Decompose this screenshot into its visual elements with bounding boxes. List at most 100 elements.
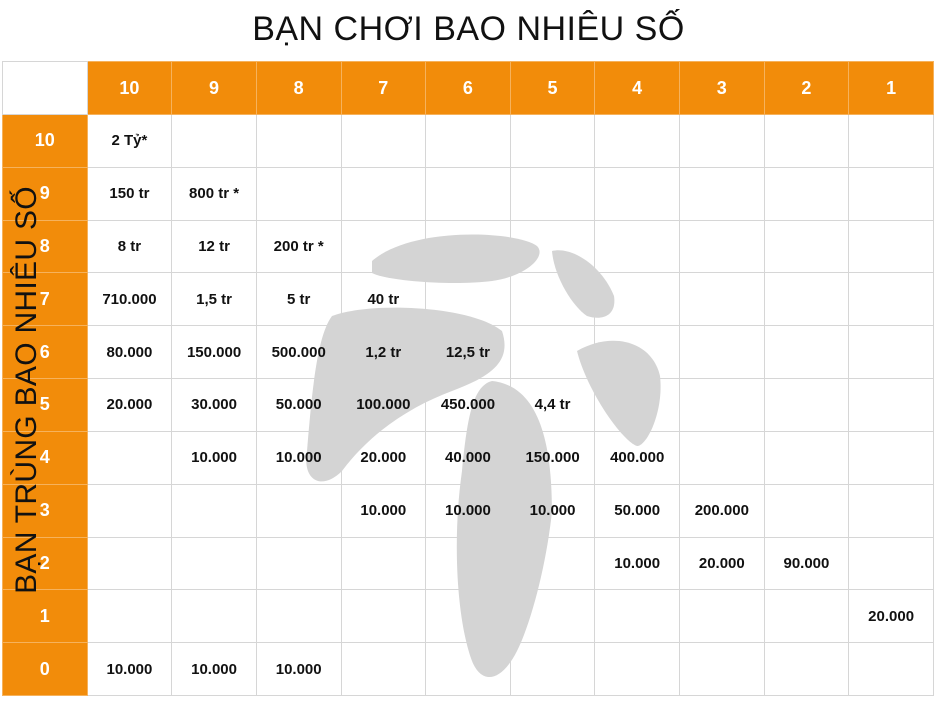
column-header: 7 [340, 61, 427, 115]
prize-cell [679, 114, 765, 168]
prize-cell: 10.000 [340, 483, 427, 538]
prize-cell [509, 166, 596, 221]
prize-cell [763, 166, 850, 221]
prize-cell [594, 589, 680, 644]
prize-cell: 10.000 [86, 642, 173, 696]
row-header: 7 [2, 272, 88, 327]
prize-cell [340, 166, 427, 221]
row-header: 2 [2, 536, 88, 591]
prize-cell: 10.000 [509, 483, 596, 538]
prize-cell [679, 642, 765, 696]
prize-cell [848, 219, 934, 274]
prize-cell: 12 tr [171, 219, 257, 274]
prize-cell: 1,5 tr [171, 272, 257, 327]
prize-cell: 800 tr * [171, 166, 257, 221]
prize-cell [509, 536, 596, 591]
prize-cell [255, 483, 342, 538]
prize-cell: 100.000 [340, 378, 427, 432]
prize-cell: 150.000 [171, 325, 257, 380]
prize-cell [255, 536, 342, 591]
prize-cell [763, 589, 850, 644]
row-header: 3 [2, 483, 88, 538]
prize-cell [679, 378, 765, 432]
prize-cell [848, 166, 934, 221]
prize-cell [679, 325, 765, 380]
prize-cell [848, 642, 934, 696]
prize-cell [509, 219, 596, 274]
prize-cell [763, 272, 850, 327]
prize-cell: 20.000 [848, 589, 934, 644]
prize-cell [425, 219, 511, 274]
table-row: 0 10.000 10.000 10.000 [2, 642, 934, 696]
prize-cell: 10.000 [594, 536, 680, 591]
prize-cell [340, 642, 427, 696]
corner-cell [2, 61, 88, 115]
prize-cell [679, 272, 765, 327]
prize-table: 10 9 8 7 6 5 4 3 2 1 10 2 Tỷ* 9 150 tr 800 t… [2, 61, 934, 696]
prize-cell [86, 536, 173, 591]
table-row: 5 20.000 30.000 50.000 100.000 450.000 4,4 tr [2, 378, 934, 432]
prize-cell [340, 536, 427, 591]
prize-cell: 4,4 tr [509, 378, 596, 432]
prize-cell: 30.000 [171, 378, 257, 432]
table-row: 2 10.000 20.000 90.000 [2, 536, 934, 591]
column-header: 3 [679, 61, 765, 115]
prize-cell: 50.000 [255, 378, 342, 432]
prize-cell [763, 642, 850, 696]
prize-cell [763, 378, 850, 432]
prize-cell [509, 114, 596, 168]
prize-cell: 80.000 [86, 325, 173, 380]
row-header: 5 [2, 378, 88, 432]
prize-cell: 200 tr * [255, 219, 342, 274]
prize-cell [848, 325, 934, 380]
prize-cell [425, 166, 511, 221]
prize-cell [848, 378, 934, 432]
column-header: 2 [763, 61, 850, 115]
prize-cell: 150 tr [86, 166, 173, 221]
table-row: 3 10.000 10.000 10.000 50.000 200.000 [2, 483, 934, 538]
prize-cell: 10.000 [425, 483, 511, 538]
column-header: 6 [425, 61, 511, 115]
column-header: 8 [255, 61, 342, 115]
table-row: 4 10.000 10.000 20.000 40.000 150.000 400.000 [2, 430, 934, 485]
prize-cell: 40 tr [340, 272, 427, 327]
prize-cell [340, 219, 427, 274]
prize-cell [679, 219, 765, 274]
prize-cell [255, 589, 342, 644]
prize-cell [594, 219, 680, 274]
prize-cell: 20.000 [86, 378, 173, 432]
row-header: 4 [2, 430, 88, 485]
table-row: 9 150 tr 800 tr * [2, 166, 934, 221]
prize-cell: 50.000 [594, 483, 680, 538]
prize-cell: 10.000 [171, 642, 257, 696]
prize-cell: 40.000 [425, 430, 511, 485]
prize-cell [594, 272, 680, 327]
prize-cell [340, 589, 427, 644]
column-header: 10 [86, 61, 173, 115]
prize-cell [763, 483, 850, 538]
prize-cell [848, 430, 934, 485]
prize-cell [171, 536, 257, 591]
prize-cell [171, 589, 257, 644]
prize-cell [763, 325, 850, 380]
prize-cell: 150.000 [509, 430, 596, 485]
prize-cell [425, 536, 511, 591]
row-header: 9 [2, 166, 88, 221]
table-row: 10 2 Tỷ* [2, 114, 934, 168]
row-header: 8 [2, 219, 88, 274]
prize-cell [255, 166, 342, 221]
header-row: 10 9 8 7 6 5 4 3 2 1 [2, 61, 934, 115]
prize-cell: 5 tr [255, 272, 342, 327]
prize-cell [86, 589, 173, 644]
prize-cell [86, 483, 173, 538]
row-header: 10 [2, 114, 88, 168]
table-row: 6 80.000 150.000 500.000 1,2 tr 12,5 tr [2, 325, 934, 380]
prize-cell [679, 166, 765, 221]
row-header: 0 [2, 642, 88, 696]
prize-cell: 10.000 [255, 430, 342, 485]
prize-cell [509, 642, 596, 696]
prize-cell [763, 219, 850, 274]
prize-cell [594, 166, 680, 221]
column-header: 4 [594, 61, 680, 115]
prize-cell [425, 589, 511, 644]
